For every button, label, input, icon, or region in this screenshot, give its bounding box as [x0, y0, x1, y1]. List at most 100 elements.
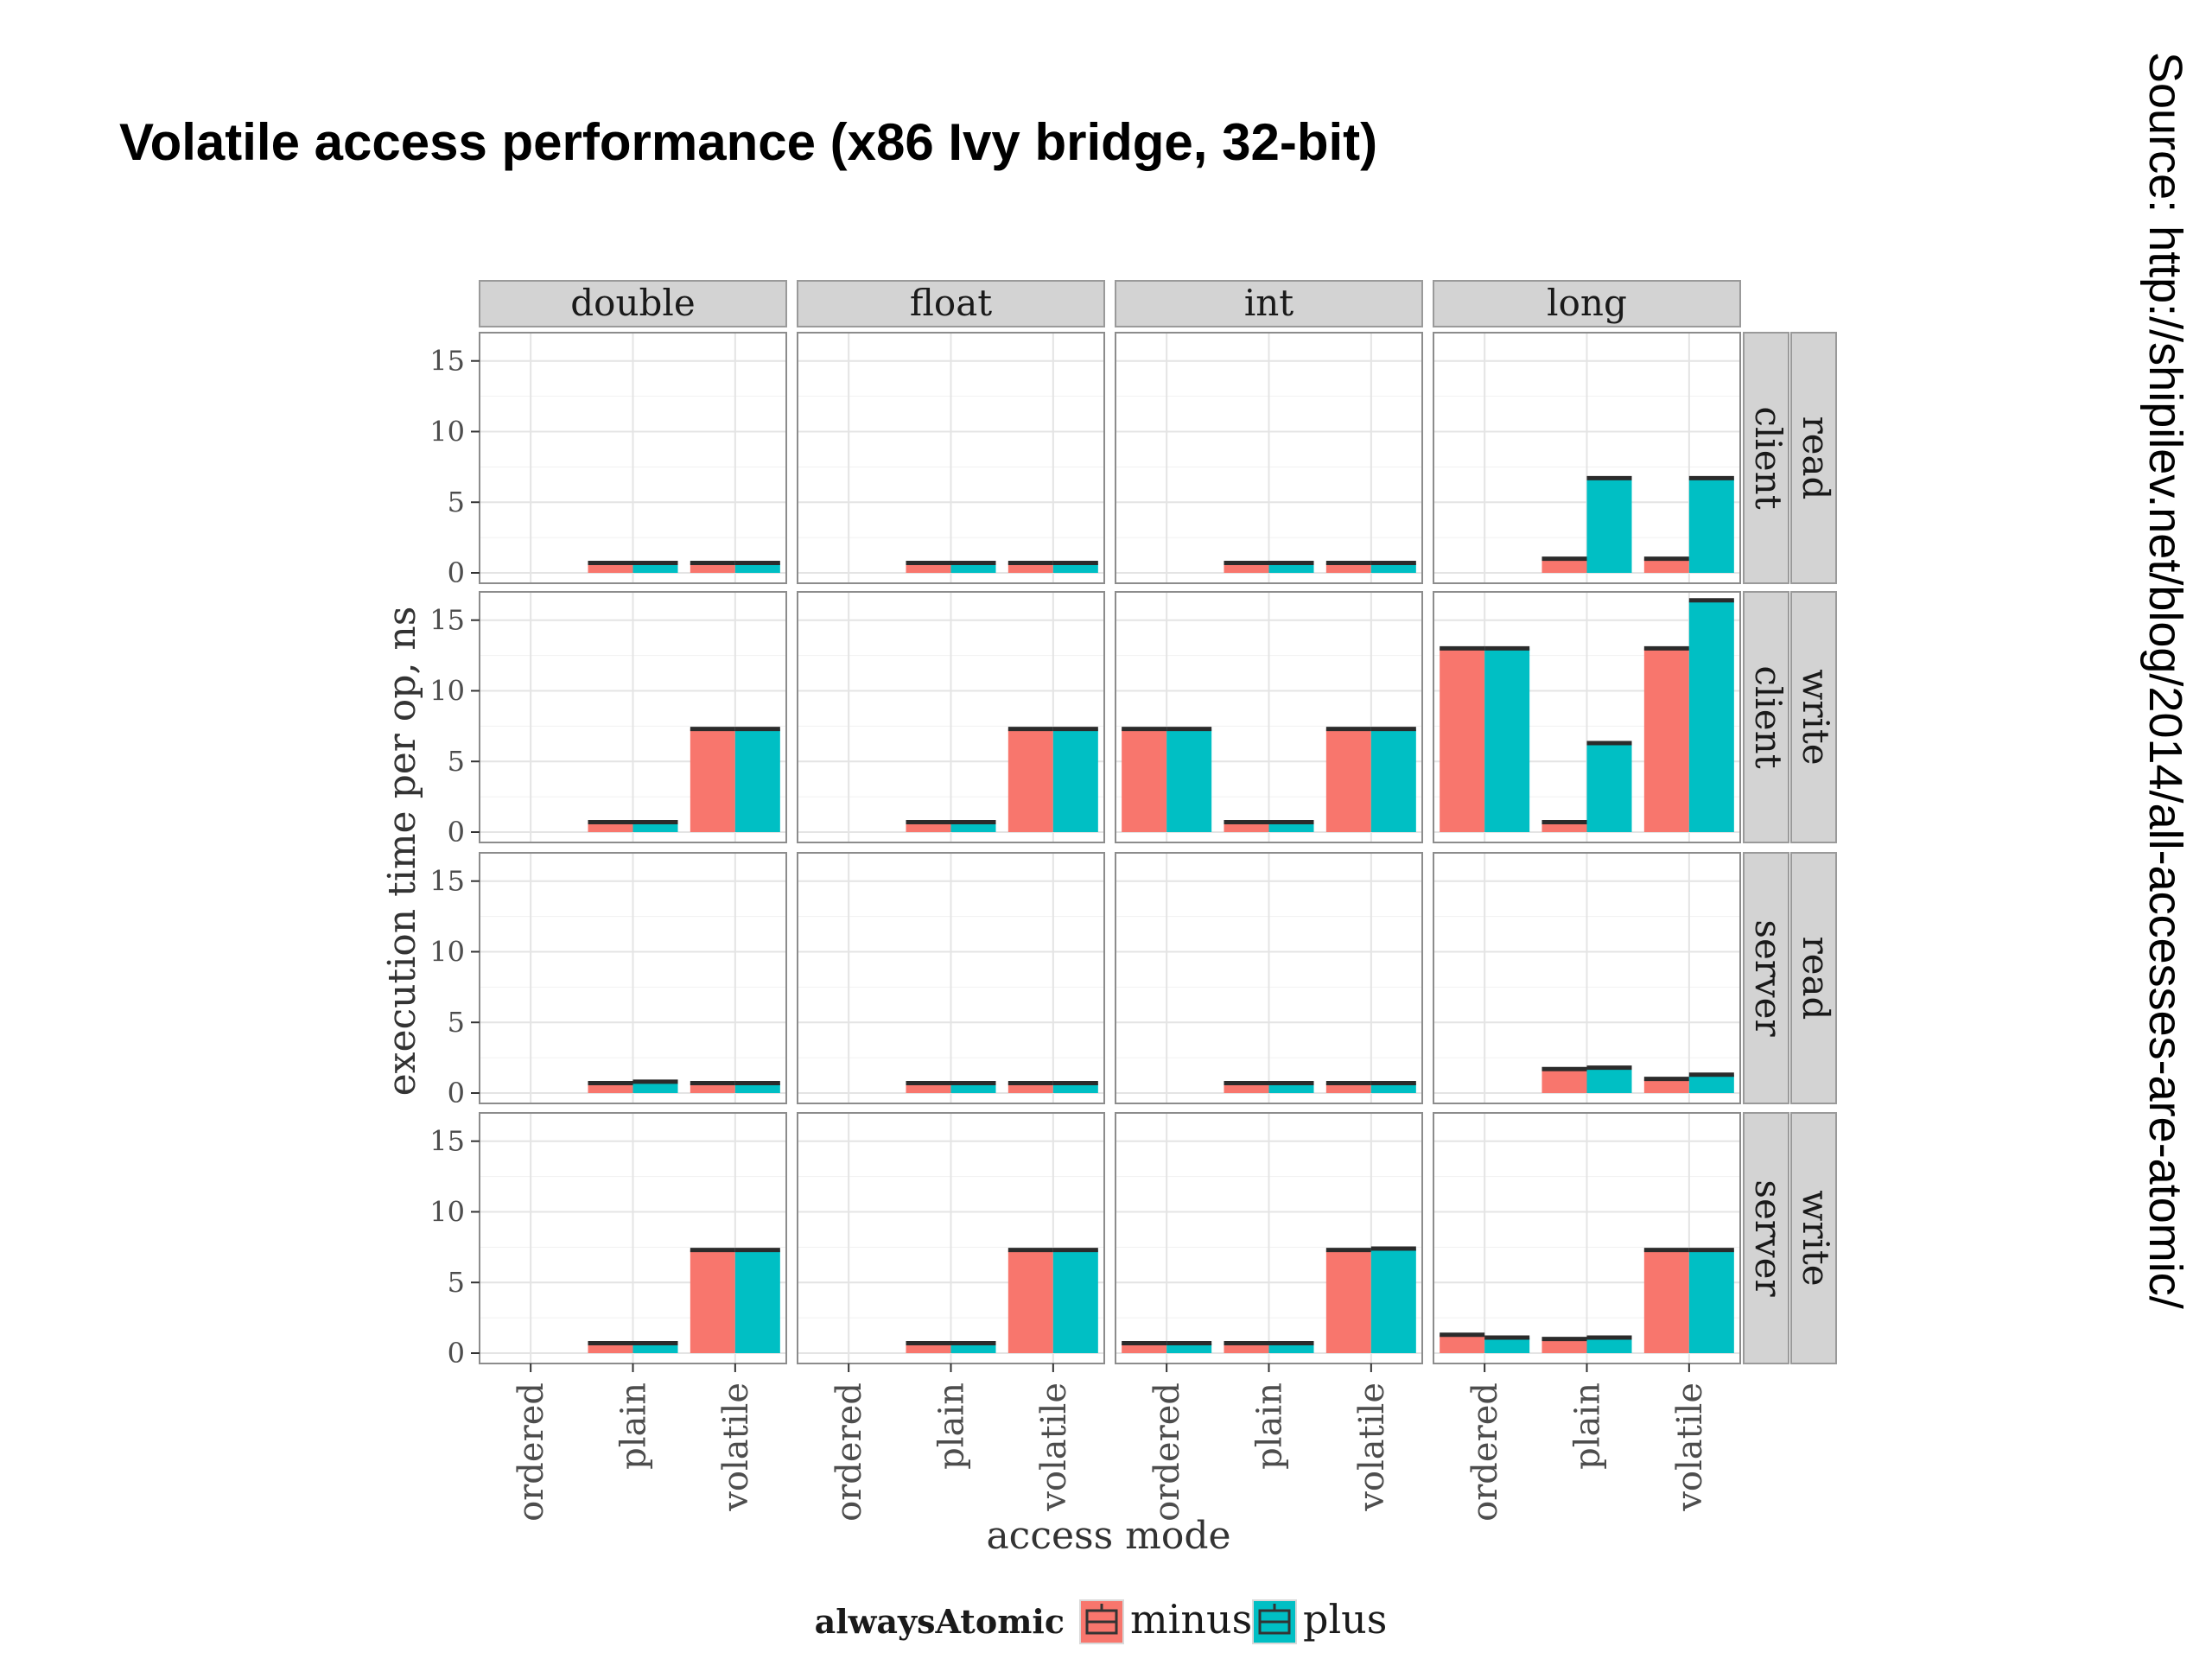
bar-plus-plain [1586, 1338, 1632, 1353]
bar-minus-volatile [1007, 1249, 1053, 1353]
bar-plus-volatile [734, 728, 780, 832]
bar-minus-plain [588, 1343, 633, 1353]
legend-label-plus: plus [1303, 1596, 1387, 1643]
y-tick-label: 5 [448, 745, 465, 778]
bar-plus-volatile [1370, 563, 1416, 573]
column-strip-float [797, 280, 1105, 327]
bar-plus-plain [632, 1081, 678, 1093]
y-tick-label: 0 [448, 1077, 465, 1109]
bar-plus-plain [1586, 1067, 1632, 1093]
bar-minus-volatile [690, 1249, 735, 1353]
bar-minus-volatile [1007, 1083, 1053, 1093]
column-strip-int [1115, 280, 1423, 327]
row-strip-mode [1743, 852, 1789, 1104]
panel-border [1433, 591, 1741, 843]
bar-plus-volatile [1052, 728, 1098, 832]
bar-plus-volatile [1052, 1083, 1098, 1093]
column-strip-label: long [1547, 282, 1627, 324]
panel-client-write-float [797, 591, 1105, 843]
panel-client-read-long [1433, 332, 1741, 584]
row-strip-label: server [1747, 919, 1789, 1037]
bar-plus-plain [1268, 563, 1314, 573]
bar-plus-volatile [1688, 478, 1734, 573]
column-strip-label: float [910, 282, 992, 324]
bar-plus-plain [950, 1083, 996, 1093]
column-strip-double [479, 280, 787, 327]
row-strip-mode [1743, 591, 1789, 843]
bar-plus-plain [950, 822, 996, 832]
x-tick-label: plain [1250, 1382, 1290, 1470]
y-tick-label: 10 [429, 674, 465, 707]
axes-layer: 0 5 10 15 0 5 10 15 0 5 10 15 0 5 10 15 ordered plain vola… [429, 345, 1710, 1522]
bar-minus-volatile [690, 728, 735, 832]
bar-plus-volatile [1370, 1083, 1416, 1093]
panel-server-write-float [797, 1112, 1105, 1364]
bar-minus-volatile [1325, 728, 1371, 832]
y-tick-label: 10 [429, 935, 465, 968]
x-tick-label: volatile [1034, 1382, 1074, 1512]
panel-border [1115, 852, 1423, 1104]
bar-plus-ordered [1166, 1343, 1212, 1353]
panel-border [1115, 591, 1423, 843]
panel-client-read-float [797, 332, 1105, 584]
y-tick-label: 15 [429, 604, 465, 637]
panel-border [1115, 332, 1423, 584]
bar-plus-volatile [1688, 600, 1734, 832]
y-tick-label: 5 [448, 486, 465, 518]
panel-server-write-int [1115, 1112, 1423, 1364]
panel-border [479, 591, 787, 843]
row-strip-label: read [1795, 937, 1837, 1020]
bar-minus-volatile [690, 1083, 735, 1093]
panel-client-read-double [479, 332, 787, 584]
x-tick-label: ordered [1465, 1382, 1505, 1522]
column-strip-long [1433, 280, 1741, 327]
slide-title: Volatile access performance (x86 Ivy bri… [119, 113, 1378, 171]
bar-plus-volatile [1370, 728, 1416, 832]
bar-minus-plain [906, 1343, 951, 1353]
bar-plus-plain [632, 822, 678, 832]
panel-client-write-double [479, 591, 787, 843]
bar-plus-plain [632, 1343, 678, 1353]
panels-layer [479, 332, 1741, 1364]
panel-client-read-int [1115, 332, 1423, 584]
x-tick-label: volatile [716, 1382, 756, 1512]
row-strip-mode [1743, 332, 1789, 584]
row-strip-label: server [1747, 1179, 1789, 1297]
panel-server-read-long [1433, 852, 1741, 1104]
bar-minus-plain [906, 822, 951, 832]
column-strip-label: int [1244, 282, 1294, 324]
legend-key-minus [1079, 1599, 1124, 1644]
bar-plus-volatile [1688, 1074, 1734, 1093]
bar-plus-volatile [1052, 1249, 1098, 1353]
panel-border [797, 852, 1105, 1104]
panel-server-write-double [479, 1112, 787, 1364]
bar-minus-plain [1541, 1338, 1587, 1353]
panel-server-read-int [1115, 852, 1423, 1104]
y-tick-label: 5 [448, 1266, 465, 1299]
y-tick-label: 0 [448, 816, 465, 849]
bar-minus-volatile [1643, 648, 1689, 832]
bar-plus-plain [950, 1343, 996, 1353]
bar-minus-volatile [1325, 563, 1371, 573]
bar-plus-volatile [1370, 1248, 1416, 1353]
legend-title: alwaysAtomic [815, 1602, 1065, 1641]
bar-plus-plain [632, 563, 678, 573]
bar-minus-plain [1224, 1343, 1269, 1353]
x-axis-title: access mode [986, 1514, 1230, 1558]
x-tick-label: ordered [830, 1382, 869, 1522]
bar-plus-plain [1268, 822, 1314, 832]
row-strip-op [1790, 852, 1837, 1104]
panel-border [479, 332, 787, 584]
bar-minus-plain [588, 1083, 633, 1093]
panel-border [479, 852, 787, 1104]
x-tick-label: plain [1568, 1382, 1608, 1470]
bar-minus-volatile [690, 563, 735, 573]
panel-server-read-double [479, 852, 787, 1104]
bar-minus-plain [588, 563, 633, 573]
bar-minus-volatile [1643, 1078, 1689, 1093]
y-tick-label: 15 [429, 1125, 465, 1158]
bar-minus-ordered [1122, 728, 1167, 832]
panel-client-write-int [1115, 591, 1423, 843]
